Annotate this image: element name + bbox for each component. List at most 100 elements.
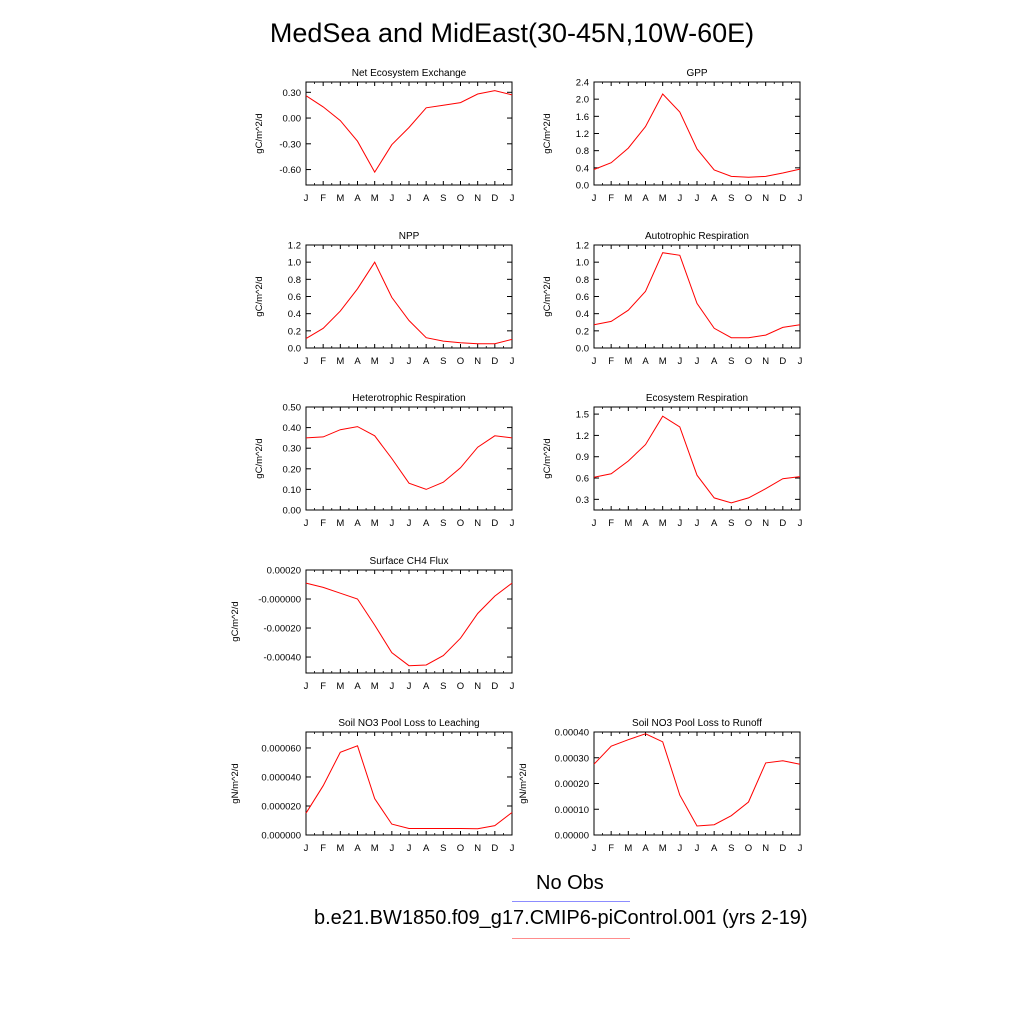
plot-frame: [305, 81, 513, 186]
x-tick-label: O: [745, 193, 752, 204]
x-tick-label: J: [389, 681, 394, 692]
x-tick-label: M: [371, 681, 379, 692]
x-tick-label: S: [728, 356, 734, 367]
x-tick-label: S: [728, 193, 734, 204]
x-tick-label: A: [354, 356, 361, 367]
x-tick-label: O: [745, 843, 752, 854]
y-tick-label: 0.00: [283, 506, 302, 517]
y-tick-label: 1.2: [576, 431, 589, 442]
x-tick-label: J: [798, 843, 803, 854]
x-tick-label: N: [474, 356, 481, 367]
series-line: [305, 90, 513, 174]
main-title: MedSea and MidEast(30-45N,10W-60E): [269, 18, 755, 48]
y-tick-label: 0.30: [283, 88, 302, 99]
y-tick-label: 1.0: [288, 258, 301, 269]
chart-title: Soil NO3 Pool Loss to Leaching: [338, 718, 479, 729]
y-tick-label: 0.6: [576, 292, 589, 303]
x-tick-label: J: [695, 518, 700, 529]
x-tick-label: S: [440, 518, 446, 529]
x-tick-label: S: [728, 843, 734, 854]
legend-model-line: [512, 938, 630, 939]
y-tick-label: 0.40: [283, 423, 302, 434]
x-tick-label: D: [491, 193, 498, 204]
x-tick-label: M: [336, 193, 344, 204]
y-axis-label: gC/m^2/d: [542, 276, 553, 316]
plot-frame: [593, 81, 801, 186]
y-tick-label: 2.0: [576, 95, 589, 106]
x-tick-label: J: [695, 843, 700, 854]
series-line: [593, 733, 801, 827]
x-tick-label: J: [389, 356, 394, 367]
x-tick-label: O: [457, 356, 464, 367]
x-tick-label: J: [407, 681, 412, 692]
series-line: [305, 261, 513, 345]
x-tick-label: S: [440, 356, 446, 367]
x-tick-label: M: [659, 356, 667, 367]
y-tick-label: 1.0: [576, 258, 589, 269]
x-tick-label: D: [779, 193, 786, 204]
x-tick-label: A: [711, 193, 718, 204]
y-tick-label: 0.50: [283, 403, 302, 414]
y-tick-label: 0.2: [288, 326, 301, 337]
y-tick-label: -0.000000: [258, 595, 301, 606]
y-axis-label: gC/m^2/d: [542, 438, 553, 478]
x-tick-label: J: [677, 193, 682, 204]
chart-title: Autotrophic Respiration: [645, 231, 749, 242]
series-line: [593, 93, 801, 178]
x-tick-label: J: [592, 193, 597, 204]
y-tick-label: -0.60: [279, 165, 301, 176]
x-tick-label: A: [423, 681, 430, 692]
plot-frame: [593, 406, 801, 511]
x-tick-label: N: [474, 193, 481, 204]
x-tick-label: M: [336, 518, 344, 529]
x-tick-label: M: [336, 356, 344, 367]
x-tick-label: J: [510, 518, 515, 529]
x-tick-label: J: [695, 193, 700, 204]
x-tick-label: J: [677, 518, 682, 529]
y-tick-label: 1.2: [576, 129, 589, 140]
plot-frame: [593, 731, 801, 836]
x-tick-label: O: [745, 356, 752, 367]
x-tick-label: O: [457, 518, 464, 529]
plot-frame: [305, 569, 513, 674]
x-tick-label: M: [624, 356, 632, 367]
x-tick-label: O: [457, 193, 464, 204]
y-axis-label: gC/m^2/d: [254, 276, 265, 316]
x-tick-label: A: [423, 356, 430, 367]
x-tick-label: F: [608, 518, 614, 529]
series-line: [305, 582, 513, 667]
x-tick-label: J: [304, 356, 309, 367]
chart-title: Soil NO3 Pool Loss to Runoff: [632, 718, 762, 729]
x-tick-label: A: [423, 843, 430, 854]
legend-obs-label: No Obs: [536, 872, 604, 894]
x-tick-label: F: [320, 518, 326, 529]
x-tick-label: N: [762, 356, 769, 367]
y-axis-label: gC/m^2/d: [542, 113, 553, 153]
y-tick-label: 2.4: [576, 78, 589, 89]
x-tick-label: A: [642, 193, 649, 204]
x-tick-label: M: [624, 843, 632, 854]
y-tick-label: 1.2: [576, 241, 589, 252]
x-tick-label: M: [624, 193, 632, 204]
x-tick-label: S: [728, 518, 734, 529]
x-tick-label: M: [659, 193, 667, 204]
x-tick-label: N: [762, 843, 769, 854]
chart-title: GPP: [686, 68, 707, 79]
x-tick-label: J: [407, 518, 412, 529]
x-tick-label: N: [762, 518, 769, 529]
y-tick-label: -0.00040: [263, 653, 301, 664]
y-tick-label: 0.4: [288, 309, 301, 320]
x-tick-label: J: [389, 193, 394, 204]
x-tick-label: A: [711, 356, 718, 367]
y-tick-label: 0.3: [576, 495, 589, 506]
x-tick-label: J: [592, 518, 597, 529]
x-tick-label: O: [745, 518, 752, 529]
x-tick-label: D: [491, 518, 498, 529]
series-line: [305, 745, 513, 830]
x-tick-label: J: [677, 356, 682, 367]
x-tick-label: D: [779, 843, 786, 854]
chart-title: Heterotrophic Respiration: [352, 393, 465, 404]
